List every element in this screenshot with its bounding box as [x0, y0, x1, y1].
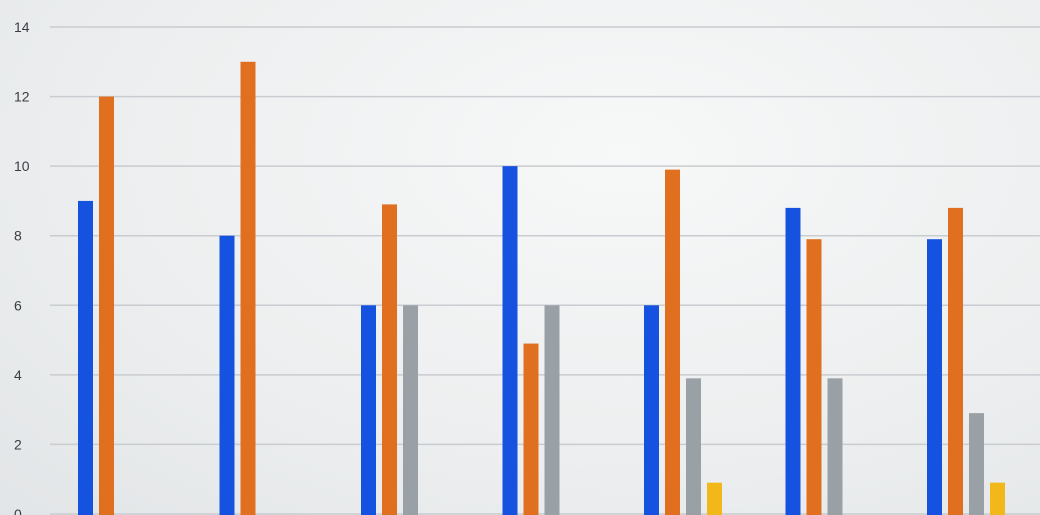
- bar: [78, 200, 93, 515]
- bar: [382, 204, 397, 515]
- y-tick-label: 6: [14, 297, 22, 313]
- bar: [948, 207, 963, 515]
- y-tick-label: 12: [14, 89, 30, 105]
- y-axis-ticks: 0 2 4 6 8 10 12 14: [14, 19, 30, 515]
- bar: [927, 239, 942, 515]
- y-tick-label: 0: [14, 506, 22, 515]
- bar: [361, 305, 376, 515]
- bar: [502, 166, 518, 515]
- bar: [523, 343, 539, 515]
- bar: [99, 96, 114, 515]
- bar: [644, 305, 659, 515]
- y-tick-label: 14: [14, 19, 30, 35]
- bar: [785, 207, 801, 515]
- bar: [240, 61, 256, 515]
- y-tick-label: 4: [14, 367, 22, 383]
- y-tick-label: 2: [14, 436, 22, 452]
- bar: [969, 413, 984, 515]
- bar: [707, 482, 722, 515]
- bar: [806, 239, 822, 515]
- bar: [827, 378, 843, 515]
- bar: [403, 305, 418, 515]
- bar: [990, 482, 1005, 515]
- y-tick-label: 10: [14, 158, 30, 174]
- bar: [665, 169, 680, 515]
- bar: [219, 235, 235, 515]
- y-tick-label: 8: [14, 228, 22, 244]
- bar: [544, 305, 560, 515]
- bar: [686, 378, 701, 515]
- bars: [78, 61, 1005, 515]
